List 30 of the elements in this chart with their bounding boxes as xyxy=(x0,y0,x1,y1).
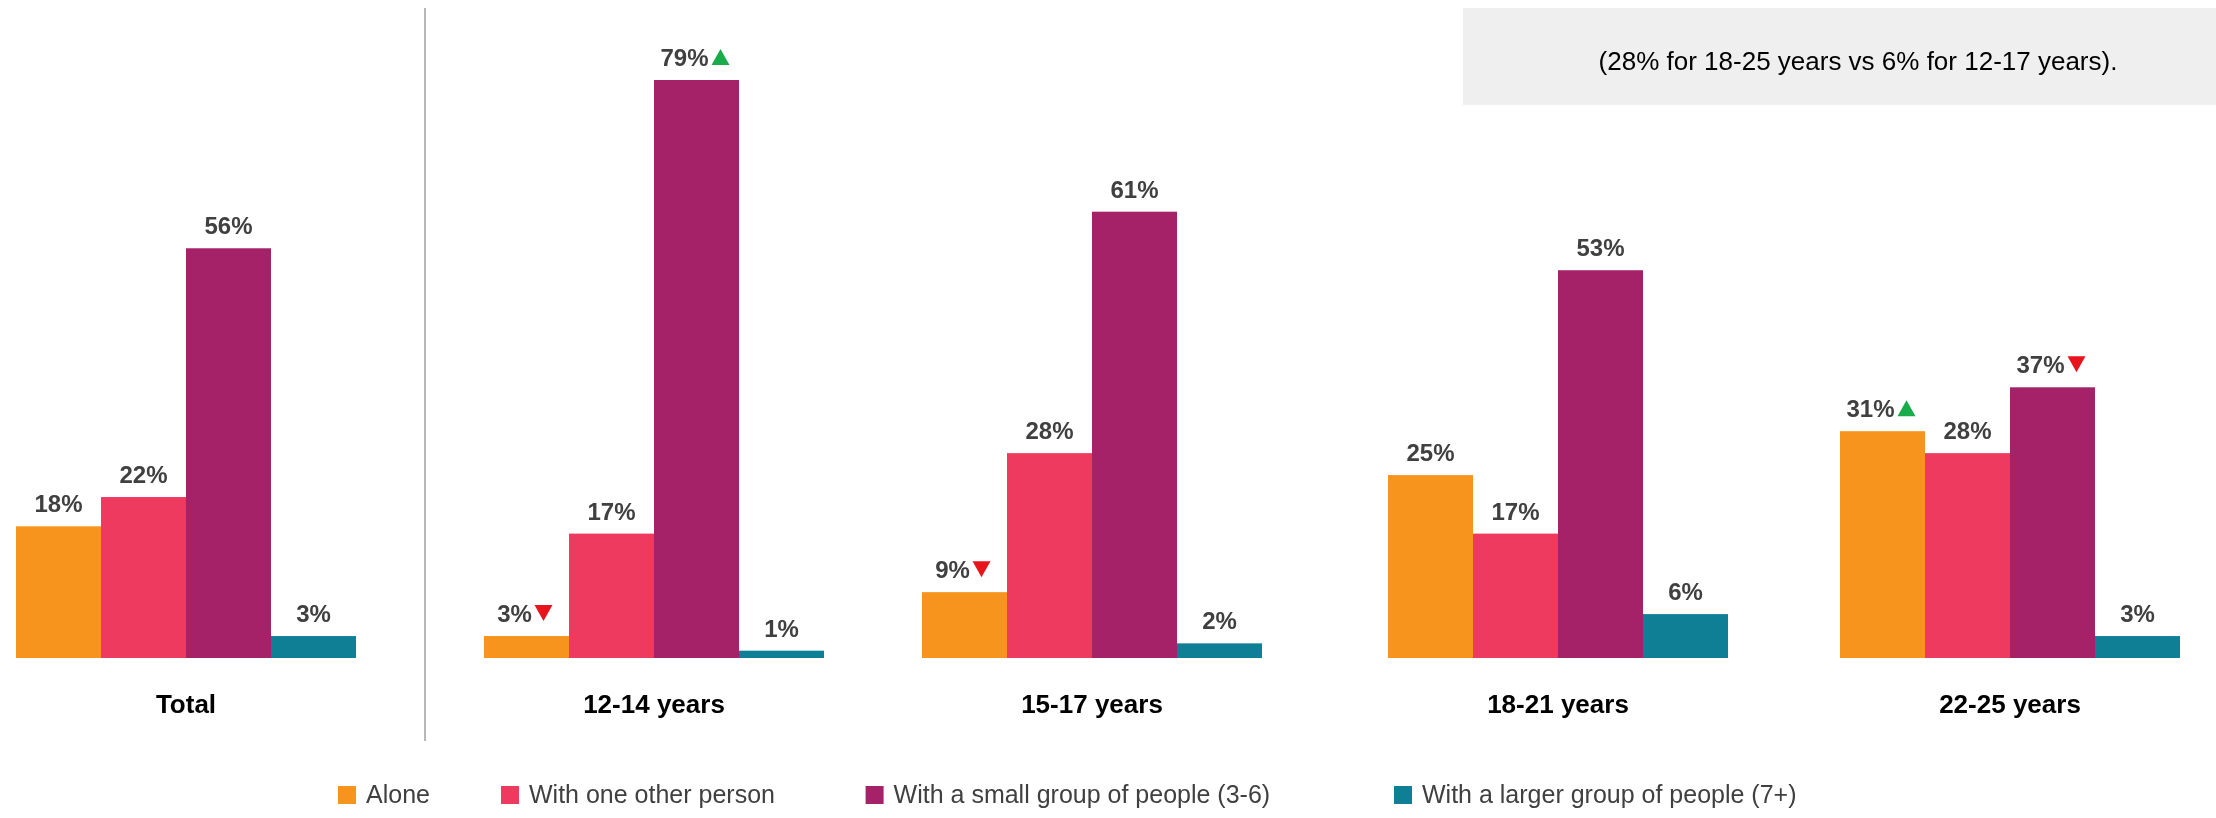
data-label: 22% xyxy=(119,461,168,489)
legend-label: Alone xyxy=(366,780,430,808)
x-tick-label: 12-14 years xyxy=(583,689,725,719)
data-label: 25% xyxy=(1406,439,1455,467)
data-label: 79% xyxy=(660,44,709,71)
data-label: 61% xyxy=(1110,175,1159,203)
data-label: 37% xyxy=(2016,351,2065,379)
data-label: 2% xyxy=(1202,607,1237,635)
data-label: 1% xyxy=(764,614,799,642)
data-label: 53% xyxy=(1576,234,1625,262)
data-label: 28% xyxy=(1025,417,1074,445)
data-label: 18% xyxy=(34,490,83,518)
legend-label: With a small group of people (3-6) xyxy=(893,780,1271,808)
legend-label: With one other person xyxy=(529,780,775,808)
data-label: 9% xyxy=(935,556,970,584)
legend-label: With a larger group of people (7+) xyxy=(1422,780,1797,808)
data-label: 17% xyxy=(1491,497,1540,525)
data-label: 3% xyxy=(497,600,532,628)
data-label: 3% xyxy=(296,600,331,628)
data-label: 6% xyxy=(1668,578,1703,606)
data-label: 17% xyxy=(587,497,636,525)
x-tick-label: 15-17 years xyxy=(1021,689,1163,719)
data-label: 28% xyxy=(1943,417,1992,445)
data-label: 56% xyxy=(204,212,253,240)
x-tick-label: Total xyxy=(155,689,217,719)
text: (28% for 18-25 years vs 6% for 12-17 years). xyxy=(1598,46,2118,76)
x-tick-label: 18-21 years xyxy=(1487,689,1629,719)
x-tick-label: 22-25 years xyxy=(1939,689,2081,719)
data-label: 3% xyxy=(2120,600,2155,628)
data-label: 31% xyxy=(1846,395,1895,423)
